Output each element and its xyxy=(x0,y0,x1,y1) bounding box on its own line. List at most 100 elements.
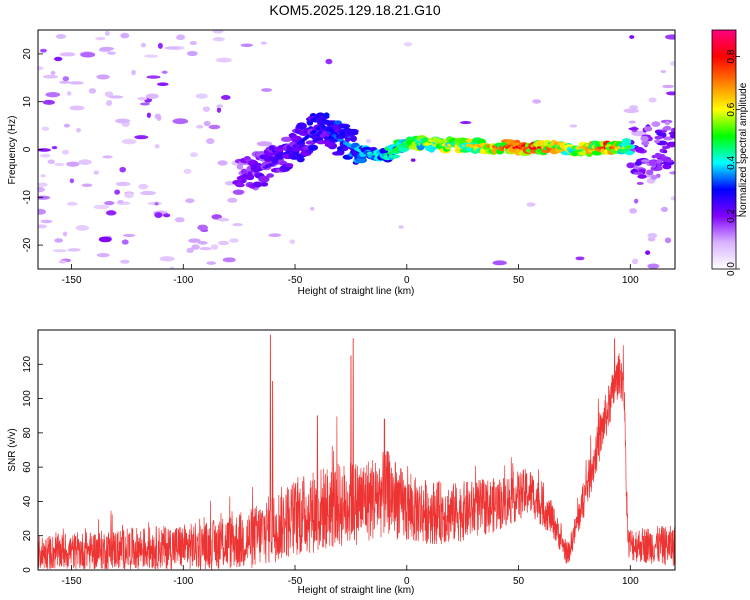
spectrogram-cell xyxy=(258,175,270,183)
spectrogram-cell xyxy=(69,178,75,184)
spectrogram-cell xyxy=(59,52,76,57)
spectrogram-cell xyxy=(50,70,56,75)
spectrogram-cell xyxy=(348,128,359,134)
spectrogram-cell xyxy=(388,154,400,159)
spectrogram-cell xyxy=(55,33,67,39)
spectrogram-cell xyxy=(325,58,333,65)
spectrogram-cell xyxy=(569,124,578,128)
spectrogram-cell xyxy=(88,88,97,94)
spectrogram-cell xyxy=(66,91,72,96)
spectrogram-cell xyxy=(459,121,472,125)
spectrogram-cell xyxy=(349,135,357,142)
snr-y-tick-label: 40 xyxy=(22,495,33,507)
snr-x-ticks: -150 -100 -50 0 50 100 xyxy=(62,565,639,587)
spectrogram-cell xyxy=(163,213,171,218)
spectrogram-cell xyxy=(39,153,51,158)
spectrogram-cell xyxy=(663,125,672,131)
spectrogram-y-ticks: -20 -10 0 10 20 xyxy=(22,48,43,252)
spectrogram-cell xyxy=(645,250,651,255)
spectrogram-cell xyxy=(63,123,70,128)
spectrogram-cell xyxy=(640,135,649,142)
spectrogram-cell xyxy=(42,99,55,105)
spectrogram-cell xyxy=(625,145,631,149)
spectrogram-cell xyxy=(52,249,68,253)
spectrogram-cell xyxy=(578,151,588,156)
spectrogram-cell xyxy=(146,112,152,118)
spectrogram-cell xyxy=(140,102,150,106)
spectrogram-cell xyxy=(323,112,330,118)
spectrogram-cell xyxy=(247,173,255,180)
spectrogram-cell xyxy=(296,122,307,130)
spectrogram-cell xyxy=(632,258,639,265)
spectrogram-cell xyxy=(68,81,84,85)
snr-y-tick-label: 100 xyxy=(22,390,33,407)
spectrogram-cell xyxy=(62,76,69,82)
spectrogram-cell xyxy=(156,115,162,121)
spectrogram-cell xyxy=(195,93,208,99)
spectrogram-cell xyxy=(38,186,46,193)
spectrogram-cell xyxy=(96,252,110,258)
spectrogram-cell xyxy=(340,146,349,152)
spectrogram-x-tick-label: -50 xyxy=(288,275,303,286)
colorbar-tick-label: 0.2 xyxy=(726,209,737,223)
spectrogram-cell xyxy=(156,82,169,87)
figure-title: KOM5.2025.129.18.21.G10 xyxy=(269,2,440,18)
snr-y-tick-label: 80 xyxy=(22,427,33,439)
snr-frame xyxy=(37,329,676,571)
spectrogram-cell xyxy=(651,121,661,127)
snr-y-tick-label: 0 xyxy=(22,567,33,573)
spectrogram-cell xyxy=(104,30,110,36)
spectrogram-x-label: Height of straight line (km) xyxy=(298,286,415,297)
spectrogram-cell xyxy=(217,160,228,166)
snr-y-label: SNR (v/v) xyxy=(7,428,18,471)
spectrogram-cell xyxy=(96,74,110,80)
spectrogram-cell xyxy=(624,150,635,156)
spectrogram-cell xyxy=(40,48,47,53)
spectrogram-cell xyxy=(159,256,175,262)
spectrogram-cell xyxy=(114,189,121,195)
spectrogram-cell xyxy=(268,233,282,238)
spectrogram-cell xyxy=(75,128,82,133)
spectrogram-cell xyxy=(195,124,204,129)
colorbar-ticks: 0.0 0.2 0.4 0.6 0.8 xyxy=(726,49,740,276)
spectrogram-cell xyxy=(308,144,318,151)
spectrogram-cell xyxy=(224,181,235,186)
spectrogram-cell xyxy=(410,158,416,162)
spectrogram-cell xyxy=(232,189,245,195)
spectrogram-cell xyxy=(115,181,131,187)
spectrogram-cell xyxy=(641,140,650,146)
spectrogram-cell xyxy=(629,35,635,39)
spectrogram-cell xyxy=(641,159,650,163)
spectrogram-cell xyxy=(280,136,292,143)
spectrogram-cell xyxy=(629,208,637,214)
snr-y-tick-label: 20 xyxy=(22,530,33,542)
spectrogram-cell xyxy=(69,105,85,111)
spectrogram-cell xyxy=(93,204,110,210)
spectrogram-cell xyxy=(532,99,542,104)
spectrogram-cell xyxy=(197,224,209,231)
spectrogram-cell xyxy=(365,138,372,144)
snr-x-tick-label: 100 xyxy=(622,576,639,587)
snr-y-tick-label: 60 xyxy=(22,461,33,473)
spectrogram-cell xyxy=(183,168,192,174)
spectrogram-y-tick-label: -10 xyxy=(22,190,33,205)
spectrogram-cell xyxy=(191,244,200,250)
spectrogram-cell xyxy=(292,136,301,142)
spectrogram-cell xyxy=(633,198,639,204)
spectrogram-cell xyxy=(664,237,672,244)
spectrogram-cell xyxy=(117,200,124,204)
spectrogram-cell xyxy=(648,97,657,103)
spectrogram-cell xyxy=(215,57,232,63)
snr-x-tick-label: 50 xyxy=(513,576,525,587)
spectrogram-cell xyxy=(174,217,185,223)
spectrogram-cell xyxy=(131,69,136,76)
spectrogram-y-tick-label: 10 xyxy=(22,96,33,108)
spectrogram-cell xyxy=(67,248,81,252)
spectrogram-cell xyxy=(45,91,61,98)
spectrogram-cell xyxy=(146,75,161,79)
spectrogram-cell xyxy=(51,146,58,150)
spectrogram-cell xyxy=(208,124,221,130)
spectrogram-cell xyxy=(154,212,163,218)
spectrogram-cell xyxy=(222,257,236,263)
spectrogram-cell xyxy=(628,120,636,124)
